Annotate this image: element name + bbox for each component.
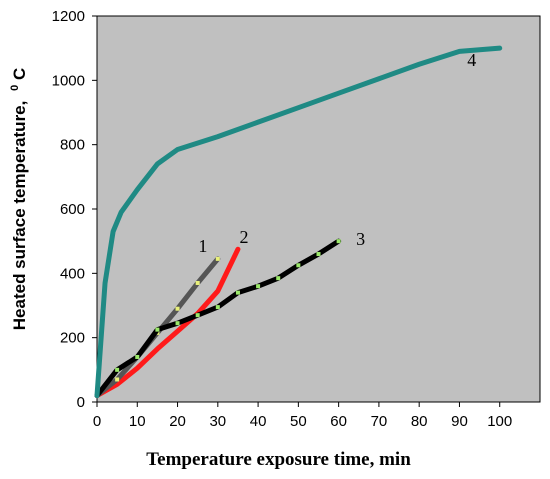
y-tick-label: 1200 (52, 8, 85, 25)
x-tick-label: 60 (330, 413, 347, 430)
series-1-point (215, 256, 220, 261)
series-3-point (296, 263, 301, 268)
y-tick-label: 800 (60, 137, 85, 154)
series-4-line (94, 45, 503, 399)
axes: 0 10 20 30 40 50 60 70 80 90 100020040060080010001… (52, 8, 513, 430)
curve-labels: 1 2 3 4 (198, 50, 476, 256)
series-1-point (115, 377, 120, 382)
y-axis-unit-superscript: 0 (9, 85, 21, 91)
series-3-point (175, 321, 180, 326)
series-3-point (135, 354, 140, 359)
series-3-point (155, 327, 160, 332)
series-3-label: 3 (356, 229, 365, 249)
series-3-point (256, 284, 261, 289)
x-tick-label: 80 (411, 413, 428, 430)
x-tick-label: 40 (250, 413, 267, 430)
y-tick-label: 200 (60, 330, 85, 347)
y-axis-unit: C (10, 68, 29, 80)
x-tick-label: 50 (290, 413, 307, 430)
series-2-label: 2 (239, 227, 248, 247)
series-1-point (195, 280, 200, 285)
series-3-point (215, 305, 220, 310)
x-tick-label: 30 (209, 413, 226, 430)
y-tick-label: 0 (77, 394, 85, 411)
y-tick-label: 1000 (52, 72, 85, 89)
y-tick-label: 600 (60, 201, 85, 218)
series-3-point (195, 313, 200, 318)
series-3-point (276, 276, 281, 281)
series-3-point (115, 367, 120, 372)
series-1-label: 1 (198, 236, 207, 256)
y-axis-label: Heated surface temperature, 0 C (3, 68, 29, 330)
series-2-line (94, 246, 241, 399)
series-4-label: 4 (467, 50, 476, 70)
x-axis-label: Temperature exposure time, min (146, 449, 411, 470)
x-tick-label: 90 (451, 413, 468, 430)
y-tick-label: 400 (60, 265, 85, 282)
y-axis-label-text: Heated surface temperature, (10, 101, 29, 331)
series-3-point (336, 239, 341, 244)
series-3-point (316, 252, 321, 257)
x-tick-label: 0 (93, 413, 101, 430)
series-layer (94, 45, 503, 399)
series-1-point (175, 306, 180, 311)
x-tick-label: 100 (487, 413, 512, 430)
series-3-point (235, 290, 240, 295)
x-tick-label: 10 (129, 413, 146, 430)
x-tick-label: 70 (371, 413, 388, 430)
x-tick-label: 20 (169, 413, 186, 430)
